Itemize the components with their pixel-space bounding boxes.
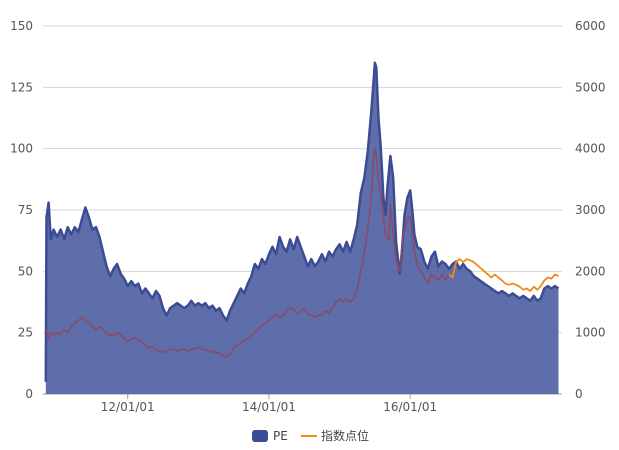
series-layer	[44, 61, 560, 395]
legend-swatch-pe	[252, 430, 268, 442]
pe-area	[45, 62, 559, 395]
y-left-tick-label: 25	[18, 326, 33, 340]
x-tick-label: 14/01/01	[242, 400, 296, 414]
x-tick-label: 16/01/01	[383, 400, 437, 414]
y-right-tick-label: 2000	[575, 264, 606, 278]
y-right-tick-label: 1000	[575, 326, 606, 340]
legend-label-pe: PE	[273, 429, 288, 443]
y-right-tick-label: 4000	[575, 142, 606, 156]
index-line	[448, 258, 559, 292]
y-left-tick-label: 0	[25, 387, 33, 401]
x-tick-label: 12/01/01	[101, 400, 155, 414]
y-right-tick-label: 5000	[575, 80, 606, 94]
y-right-tick-label: 3000	[575, 203, 606, 217]
y-left-tick-label: 125	[10, 80, 33, 94]
y-right-tick-label: 0	[575, 387, 583, 401]
y-left-tick-label: 75	[18, 203, 33, 217]
y-left-tick-label: 100	[10, 142, 33, 156]
pe-line	[44, 61, 560, 382]
legend-item-index[interactable]: 指数点位	[301, 428, 369, 443]
y-right-tick-label: 6000	[575, 19, 606, 33]
index-line-muted	[45, 147, 450, 358]
legend-item-pe[interactable]: PE	[252, 429, 288, 443]
axes: 0 25 50 75 100 125 150 0 1000 2000 3000 4000 5000 600…	[10, 19, 605, 414]
legend[interactable]: PE 指数点位	[252, 428, 369, 443]
legend-label-index: 指数点位	[321, 428, 369, 443]
y-left-tick-label: 150	[10, 19, 33, 33]
y-left-tick-label: 50	[18, 264, 33, 278]
